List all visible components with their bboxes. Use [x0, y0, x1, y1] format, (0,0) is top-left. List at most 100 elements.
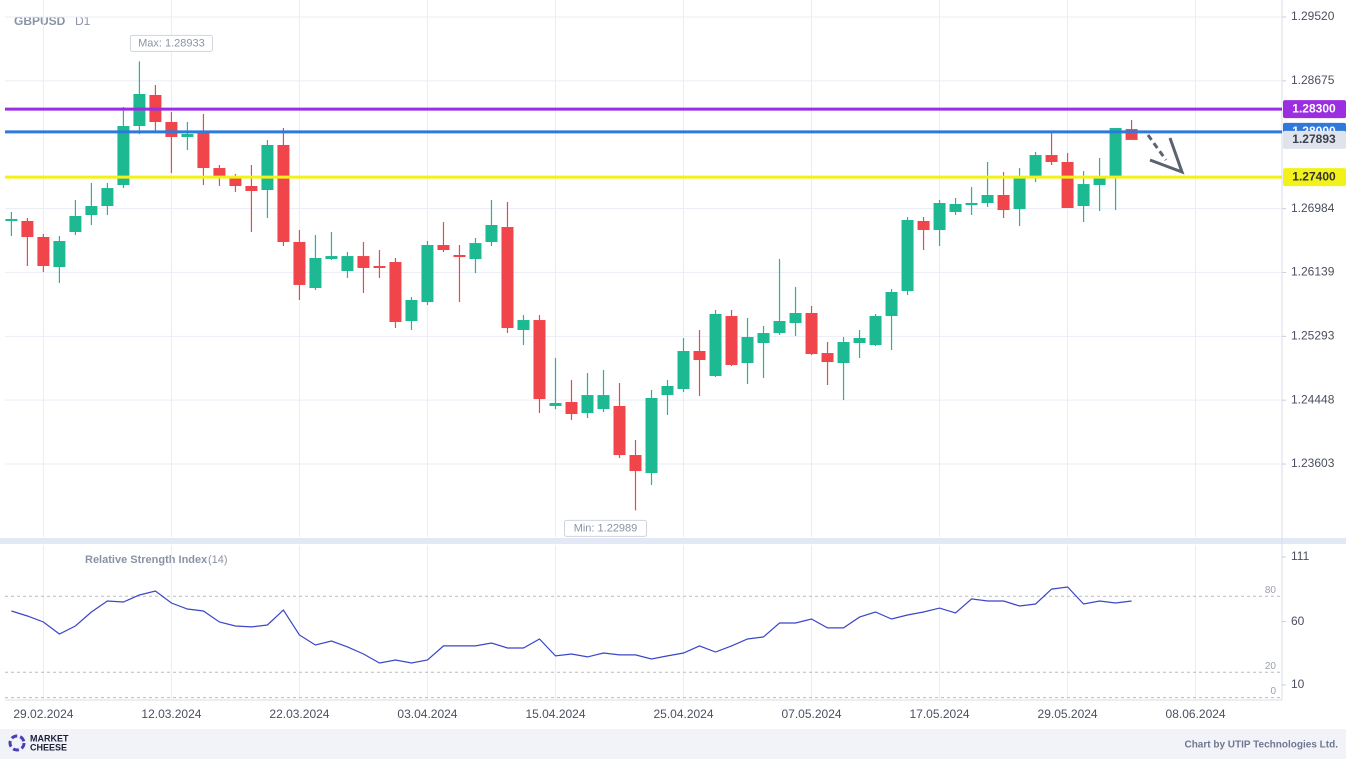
forecast-arrow: [1146, 134, 1185, 175]
candle-body: [341, 256, 354, 271]
candle-body: [901, 220, 914, 292]
logo: MARKET CHEESE: [8, 733, 69, 752]
candle-body: [437, 245, 450, 250]
candle-body: [325, 256, 338, 259]
candle-body: [981, 195, 994, 204]
candle-body: [213, 168, 226, 179]
candle-body: [629, 455, 642, 472]
candle-body: [309, 258, 322, 288]
candle-body: [229, 178, 242, 187]
candle-body: [1061, 161, 1074, 208]
candle-body: [373, 266, 386, 268]
level-label: 20: [1265, 661, 1277, 672]
price-tag: [1283, 100, 1346, 119]
candle-body: [869, 316, 882, 346]
marks: [5, 61, 1138, 664]
candle-body: [389, 262, 402, 322]
price-tag-label: 1.28300: [1292, 101, 1336, 115]
candle-body: [501, 227, 514, 329]
candle-body: [117, 126, 130, 186]
candle-body: [1077, 184, 1090, 207]
chart-subtitle: D1: [75, 14, 91, 28]
candle-body: [709, 313, 722, 377]
candle-body: [725, 316, 738, 365]
candle-body: [357, 256, 370, 268]
y-tick-label: 10: [1291, 677, 1305, 691]
candle-body: [485, 224, 498, 242]
candle-body: [949, 203, 962, 212]
logo-text: MARKET: [30, 733, 69, 743]
candle-body: [101, 188, 114, 207]
candle-body: [837, 342, 850, 364]
candle-body: [741, 337, 754, 364]
level-label: 80: [1265, 585, 1277, 596]
candle-body: [69, 216, 82, 233]
candle-body: [1093, 177, 1106, 186]
candle-body: [757, 333, 770, 343]
candle-body: [277, 144, 290, 242]
x-tick-label: 08.06.2024: [1166, 707, 1226, 721]
x-tick-label: 22.03.2024: [269, 707, 329, 721]
y-tick-label: 1.26139: [1291, 265, 1335, 279]
x-tick-label: 17.05.2024: [910, 707, 970, 721]
candle-body: [645, 397, 658, 474]
credit: Chart by UTIP Technologies Ltd.: [1184, 740, 1338, 751]
x-tick-label: 29.05.2024: [1038, 707, 1098, 721]
extreme-label: Min: 1.22989: [574, 522, 638, 534]
candle-body: [293, 241, 306, 285]
x-tick-label: 15.04.2024: [525, 707, 585, 721]
candle-body: [1013, 178, 1026, 210]
price-tag: [1283, 130, 1346, 149]
x-tick-label: 03.04.2024: [397, 707, 457, 721]
candle-body: [853, 338, 866, 343]
y-tick-label: 1.24448: [1291, 392, 1335, 406]
candle-body: [613, 406, 626, 456]
y-tick-label: 111: [1291, 549, 1310, 563]
candle-body: [661, 385, 674, 396]
candle-body: [1029, 155, 1042, 179]
candle-body: [933, 203, 946, 230]
candle-body: [693, 351, 706, 360]
indicator-title: Relative Strength Index: [85, 554, 208, 566]
candle-body: [581, 395, 594, 414]
indicator-subtitle: (14): [208, 554, 228, 566]
y-tick-label: 1.26984: [1291, 201, 1335, 215]
candle-body: [21, 220, 34, 238]
candle-body: [197, 132, 210, 169]
candle-body: [533, 320, 546, 400]
y-tick-label: 60: [1291, 614, 1305, 628]
candle-body: [565, 401, 578, 415]
x-tick-label: 29.02.2024: [13, 707, 73, 721]
candle-body: [261, 144, 274, 191]
candle-body: [37, 237, 50, 267]
candle-body: [805, 313, 818, 355]
y-tick-label: 1.25293: [1291, 329, 1335, 343]
candle-body: [245, 186, 258, 191]
candle-body: [165, 122, 178, 137]
overlay: Max: 1.28933 Min: 1.22989 1.27400 1.28300 1.…: [5, 34, 1346, 537]
candle-body: [677, 351, 690, 390]
candle-body: [453, 254, 466, 258]
candle-body: [1125, 129, 1138, 140]
candle-body: [5, 219, 18, 221]
candle-body: [405, 300, 418, 322]
chart-title: GBPUSD: [14, 14, 66, 28]
price-tag: [1283, 168, 1346, 187]
logo-text: CHEESE: [30, 742, 67, 752]
candle-body: [773, 321, 786, 334]
x-tick-label: 07.05.2024: [781, 707, 841, 721]
rsi-line: [11, 586, 1132, 664]
candle-body: [181, 134, 194, 137]
candle-body: [821, 353, 834, 363]
candle-body: [517, 320, 530, 331]
price-tag-label: 1.27893: [1292, 132, 1336, 146]
arrow-shaft: [1146, 134, 1168, 161]
footer-bar: [0, 729, 1346, 759]
x-tick-label: 12.03.2024: [141, 707, 201, 721]
y-tick-label: 1.29520: [1291, 9, 1335, 23]
candle-body: [469, 243, 482, 259]
candle-body: [917, 220, 930, 230]
